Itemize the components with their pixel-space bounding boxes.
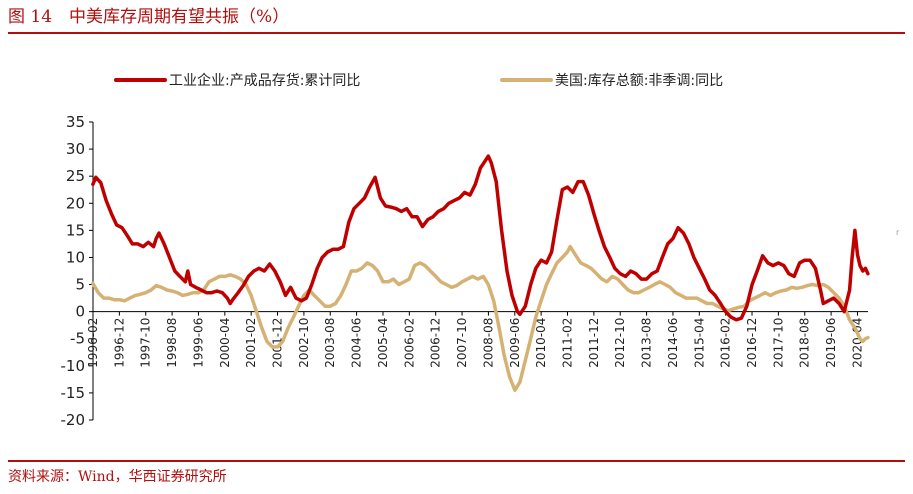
- source-divider: [8, 460, 905, 462]
- x-tick-label: 2007-10: [455, 318, 469, 368]
- legend-label: 美国:库存总额:非季调:同比: [555, 73, 723, 89]
- x-tick-label: 2017-10: [771, 318, 785, 368]
- legend-label: 工业企业:产成品存货:累计同比: [169, 72, 360, 89]
- x-tick-label: 2008-08: [481, 318, 495, 368]
- x-tick-label: 2015-04: [692, 318, 706, 368]
- x-tick-label: 1999-06: [191, 318, 205, 368]
- x-tick-label: 2013-08: [640, 318, 654, 368]
- y-tick-label: 25: [66, 167, 85, 185]
- y-tick-label: 5: [75, 276, 85, 294]
- x-tick-label: 2004-06: [350, 318, 364, 368]
- y-tick-label: 15: [66, 221, 85, 239]
- x-tick-label: 2001-02: [244, 318, 258, 368]
- y-tick-label: -10: [61, 357, 86, 375]
- x-tick-label: 2020-04: [850, 318, 864, 368]
- x-tick-label: 2011-12: [587, 318, 601, 368]
- y-tick-label: 30: [66, 140, 85, 158]
- source-note: 资料来源：Wind，华西证券研究所: [8, 469, 227, 485]
- x-tick-label: 2003-08: [323, 318, 337, 368]
- y-tick-label: 35: [66, 113, 85, 131]
- x-tick-label: 2002-10: [297, 318, 311, 368]
- x-tick-label: 2014-06: [666, 318, 680, 368]
- x-tick-label: 2010-04: [534, 318, 548, 368]
- x-tick-label: 2019-06: [824, 318, 838, 368]
- x-tick-label: 1997-10: [139, 318, 153, 368]
- series-line-us-inventory: [91, 244, 870, 392]
- x-tick-label: 1998-08: [165, 318, 179, 368]
- x-tick-label: 2018-08: [798, 318, 812, 368]
- x-tick-label: 2006-02: [402, 318, 416, 368]
- x-tick-label: 2006-12: [429, 318, 443, 368]
- corner-mark: r: [896, 228, 900, 237]
- x-tick-label: 2000-04: [218, 318, 232, 368]
- y-tick-label: 0: [75, 303, 85, 321]
- y-tick-label: -15: [61, 384, 86, 402]
- y-axis: 35 30 25 20 15 10 5 0 -5 -10 -15 -20: [61, 113, 94, 429]
- x-tick-label: 2005-04: [376, 318, 390, 368]
- y-tick-label: -5: [70, 330, 85, 348]
- x-tick-label: 2009-06: [508, 318, 522, 368]
- x-tick-label: 2016-12: [745, 318, 759, 368]
- figure-title: 图 14 中美库存周期有望共振（%）: [8, 7, 290, 27]
- x-tick-label: 1996-12: [112, 318, 126, 368]
- x-axis: 1996-02 1996-12 1997-10 1998-08 1999-06 2000-…: [86, 311, 868, 368]
- series-line-china-inventory: [91, 154, 870, 322]
- y-tick-label: 10: [66, 248, 85, 266]
- x-tick-label: 1996-02: [86, 318, 100, 368]
- y-tick-label: -20: [61, 411, 86, 429]
- x-tick-label: 2012-10: [613, 318, 627, 368]
- x-tick-label: 2001-12: [271, 318, 285, 368]
- series-layer: [91, 154, 870, 392]
- x-tick-label: 2016-02: [719, 318, 733, 368]
- x-tick-label: 2011-02: [561, 318, 575, 368]
- title-divider: [8, 32, 905, 34]
- y-tick-label: 20: [66, 194, 85, 212]
- chart-legend: 工业企业:产成品存货:累计同比 美国:库存总额:非季调:同比: [114, 72, 723, 89]
